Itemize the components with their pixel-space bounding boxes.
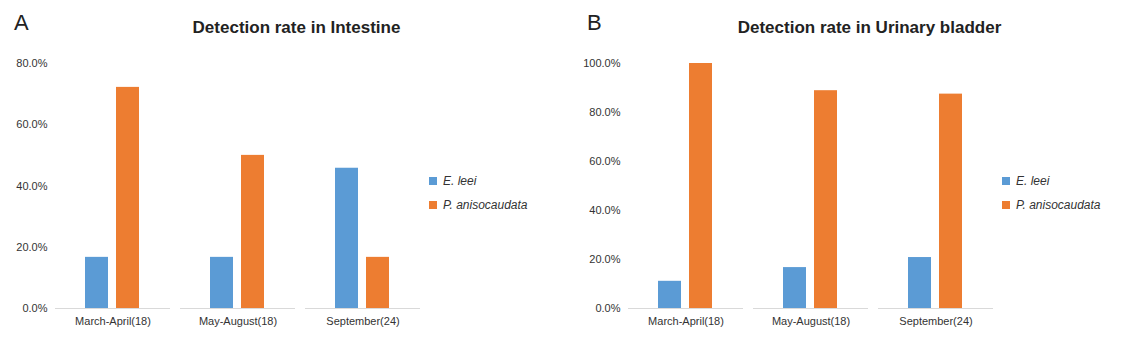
- svg-text:40.0%: 40.0%: [16, 180, 47, 192]
- svg-text:0.0%: 0.0%: [22, 302, 47, 314]
- svg-text:September(24): September(24): [326, 315, 399, 327]
- svg-text:100.0%: 100.0%: [583, 57, 621, 69]
- html-text:E. leei: E. leei: [1016, 174, 1050, 188]
- html-text:E. leei: E. leei: [443, 174, 477, 188]
- svg-text:March-April(18): March-April(18): [648, 315, 724, 327]
- svg-text:0.0%: 0.0%: [595, 302, 620, 314]
- svg-text:80.0%: 80.0%: [16, 57, 47, 69]
- html-text:P. anisocaudata: P. anisocaudata: [443, 198, 528, 212]
- svg-text:May-August(18): May-August(18): [772, 315, 850, 327]
- svg-text:80.0%: 80.0%: [589, 106, 620, 118]
- svg-text:60.0%: 60.0%: [589, 155, 620, 167]
- svg-text:60.0%: 60.0%: [16, 118, 47, 130]
- svg-text:May-August(18): May-August(18): [199, 315, 277, 327]
- html-text:P. anisocaudata: P. anisocaudata: [1016, 198, 1101, 212]
- svg-text:March-April(18): March-April(18): [75, 315, 151, 327]
- html-text:B: B: [587, 10, 602, 35]
- html-text:Detection rate in Urinary blad: Detection rate in Urinary bladder: [737, 18, 1002, 37]
- svg-text:20.0%: 20.0%: [589, 253, 620, 265]
- svg-text:September(24): September(24): [899, 315, 972, 327]
- html-text:Detection rate in Intestine: Detection rate in Intestine: [192, 18, 401, 37]
- svg-text:20.0%: 20.0%: [16, 241, 47, 253]
- svg-text:40.0%: 40.0%: [589, 204, 620, 216]
- html-text:A: A: [14, 10, 29, 35]
